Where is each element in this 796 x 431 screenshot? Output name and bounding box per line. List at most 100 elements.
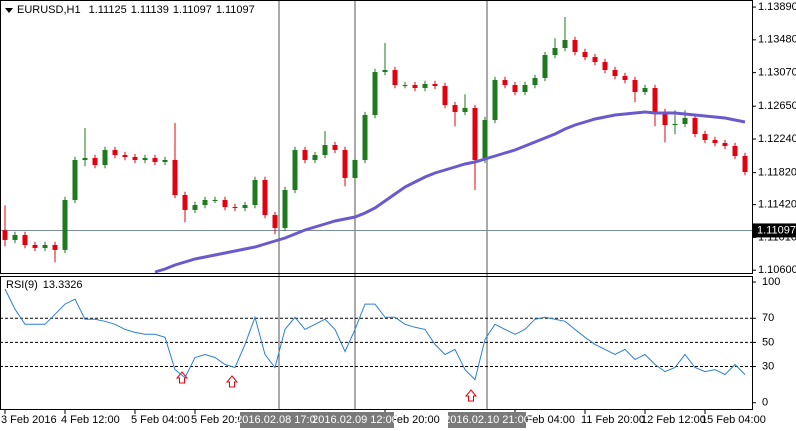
candle-body xyxy=(332,145,338,150)
candle-body xyxy=(132,157,138,160)
candle-body xyxy=(502,79,508,86)
candle-body xyxy=(522,85,528,92)
header-value: 1.11097 xyxy=(216,4,255,16)
header-value: 1.11125 xyxy=(89,4,127,16)
candle-body xyxy=(582,51,588,58)
separator-label: 2016.02.10 21:00 xyxy=(444,414,530,426)
candle-body xyxy=(402,85,408,87)
candle-body xyxy=(462,107,468,112)
candle-body xyxy=(572,39,578,52)
candle-body xyxy=(22,235,28,246)
header-value: 1.11139 xyxy=(131,4,169,16)
candle-body xyxy=(642,87,648,92)
signal-arrow xyxy=(225,375,239,388)
candle-body xyxy=(192,205,198,210)
candle-body xyxy=(382,69,388,72)
candle-body xyxy=(32,245,38,248)
candle-body xyxy=(652,87,658,112)
x-tick-label: 5 Feb 20:00 xyxy=(191,414,250,426)
candle-body xyxy=(72,159,78,200)
candle-body xyxy=(282,189,288,228)
candle-body xyxy=(302,149,308,160)
candle-body xyxy=(422,83,428,88)
separator-label: 2016.02.09 12:00 xyxy=(312,414,398,426)
candle-body xyxy=(622,75,628,80)
candle-body xyxy=(102,149,108,166)
candle-body xyxy=(482,119,488,160)
x-tick-label: 11 Feb 04:00 xyxy=(511,414,575,426)
signal-arrow xyxy=(464,389,478,402)
candle-body xyxy=(392,69,398,86)
candle-body xyxy=(52,245,58,250)
x-tick-label: 4 Feb 12:00 xyxy=(61,414,120,426)
rsi-tick-label: 50 xyxy=(762,336,774,348)
candle-body xyxy=(312,155,318,160)
candle-body xyxy=(512,85,518,92)
y-tick-label: 1.11820 xyxy=(758,167,796,179)
candle-body xyxy=(742,155,748,172)
candle-body xyxy=(342,149,348,178)
x-tick-label: 9 Feb 20:00 xyxy=(381,414,440,426)
price-box xyxy=(753,223,796,238)
rsi-tick-label: 70 xyxy=(762,312,774,324)
candle-body xyxy=(372,71,378,116)
candle-body xyxy=(532,77,538,86)
y-tick-label: 1.11420 xyxy=(758,199,796,211)
candle-body xyxy=(712,139,718,144)
candle-body xyxy=(442,85,448,106)
price-panel xyxy=(0,0,752,410)
candle-body xyxy=(562,39,568,48)
candle-body xyxy=(542,55,548,78)
indicator-value: 13.3326 xyxy=(43,279,83,291)
indicator-title: RSI(9) xyxy=(6,279,38,291)
candle-body xyxy=(62,199,68,250)
candle-body xyxy=(152,157,158,162)
symbol-title: EURUSD,H1 xyxy=(17,4,81,16)
candle-body xyxy=(322,145,328,156)
price-box-label: 1.11097 xyxy=(757,224,796,236)
candle-body xyxy=(252,179,258,206)
candle-body xyxy=(682,117,688,124)
candle-body xyxy=(722,143,728,146)
rsi-tick-label: 100 xyxy=(762,276,780,288)
candle-body xyxy=(232,207,238,209)
candle-body xyxy=(672,123,678,126)
candle-body xyxy=(692,117,698,134)
candle-body xyxy=(122,155,128,158)
separator-label: 2016.02.08 17:00 xyxy=(236,414,322,426)
candle-body xyxy=(202,199,208,206)
candle-body xyxy=(362,115,368,160)
candle-body xyxy=(182,195,188,210)
candle-body xyxy=(452,105,458,112)
x-tick-label: 11 Feb 20:00 xyxy=(581,414,645,426)
collapse-triangle[interactable] xyxy=(5,8,13,13)
candle-body xyxy=(262,179,268,216)
candle-body xyxy=(412,85,418,88)
candle-body xyxy=(222,199,228,208)
candle-body xyxy=(552,47,558,56)
candle-body xyxy=(432,83,438,86)
candle-body xyxy=(112,149,118,156)
separator-label-box xyxy=(316,412,394,428)
candle-body xyxy=(92,157,98,166)
candle-body xyxy=(142,157,148,160)
candle-body xyxy=(732,145,738,156)
separator-label-box xyxy=(448,412,526,428)
header-value: 1.11097 xyxy=(173,4,212,16)
y-tick-label: 1.12650 xyxy=(758,100,796,112)
candle-body xyxy=(162,159,168,162)
candle-body xyxy=(602,61,608,70)
indicator-frame xyxy=(0,276,753,410)
candle-body xyxy=(592,57,598,62)
candle-body xyxy=(492,79,498,120)
candle-body xyxy=(472,107,478,160)
y-tick-label: 1.10600 xyxy=(758,264,796,276)
candle-body xyxy=(12,235,18,240)
candle-body xyxy=(172,159,178,196)
x-tick-label: 5 Feb 04:00 xyxy=(131,414,190,426)
x-tick-label: 3 Feb 2016 xyxy=(1,414,57,426)
rsi-tick-label: 30 xyxy=(762,360,774,372)
rsi-tick-label: 0 xyxy=(762,397,768,409)
